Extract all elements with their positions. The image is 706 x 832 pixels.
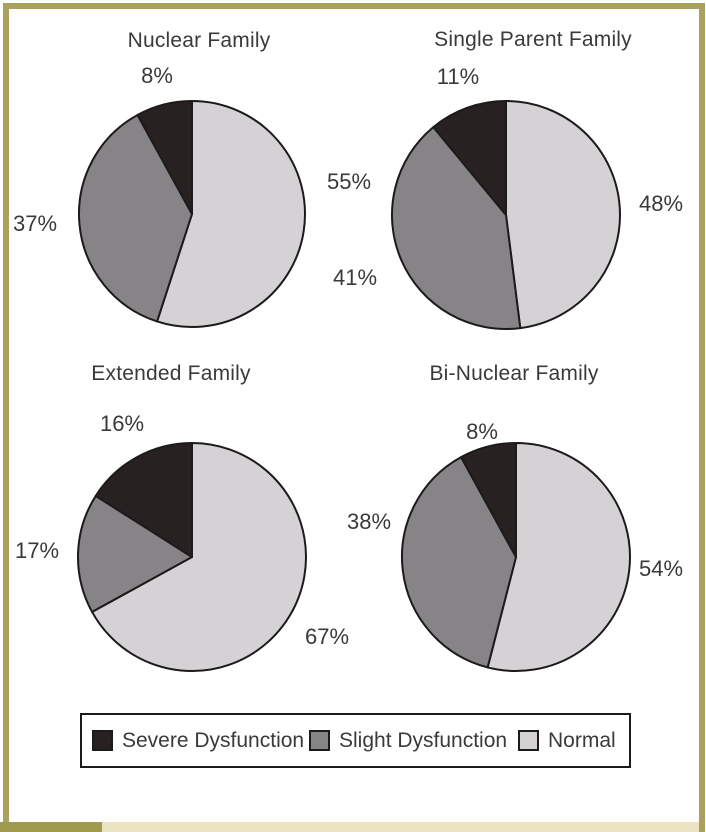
- frame-border-top: [3, 3, 704, 9]
- slice-label-severe: 8%: [466, 419, 498, 444]
- pie-graphic: [77, 442, 307, 672]
- frame-bottom-strip-cream: [102, 822, 699, 832]
- chart-title: Nuclear Family: [127, 29, 271, 52]
- slice-label-slight: 17%: [14, 538, 60, 563]
- frame-border-left: [3, 3, 9, 822]
- legend-item-severe: Severe Dysfunction: [92, 715, 304, 766]
- slice-label-normal: 55%: [326, 169, 372, 194]
- slice-label-severe: 16%: [99, 411, 145, 436]
- slice-label-normal: 48%: [638, 191, 684, 216]
- chart-title: Single Parent Family: [434, 28, 632, 51]
- legend-label-normal: Normal: [548, 728, 616, 752]
- pie-slice-severe-dysfunction: [94, 442, 193, 558]
- pie-slice-slight-dysfunction: [401, 456, 517, 669]
- slice-label-slight: 41%: [332, 265, 378, 290]
- legend-label-slight: Slight Dysfunction: [339, 728, 508, 752]
- chart-title: Extended Family: [91, 362, 251, 385]
- legend-item-slight: Slight Dysfunction: [309, 715, 507, 766]
- legend-label-severe: Severe Dysfunction: [122, 728, 305, 752]
- legend-swatch-severe: [92, 730, 113, 751]
- pie-graphic: [401, 442, 631, 672]
- frame-border-right: [699, 3, 705, 832]
- pie-slice-normal: [156, 100, 306, 328]
- chart-title: Bi-Nuclear Family: [429, 362, 599, 385]
- legend-swatch-slight: [309, 730, 330, 751]
- pie-slice-normal: [505, 100, 621, 330]
- slice-label-normal: 67%: [304, 624, 350, 649]
- slice-label-slight: 37%: [12, 211, 58, 236]
- slice-label-slight: 38%: [346, 509, 392, 534]
- pie-slice-slight-dysfunction: [77, 494, 193, 613]
- pie-slice-severe-dysfunction: [460, 442, 517, 558]
- pie-slice-severe-dysfunction: [432, 100, 507, 216]
- pie-slice-severe-dysfunction: [136, 100, 193, 215]
- pie-slice-normal: [486, 442, 631, 672]
- pie-graphic: [78, 100, 306, 328]
- frame-bottom-strip-dark: [0, 822, 102, 832]
- pie-graphic: [391, 100, 621, 330]
- legend-swatch-normal: [518, 730, 539, 751]
- legend-item-normal: Normal: [518, 715, 616, 766]
- slice-label-severe: 8%: [141, 63, 173, 88]
- legend: Severe Dysfunction Slight Dysfunction No…: [80, 713, 631, 768]
- pie-slice-normal: [91, 442, 307, 672]
- slice-label-normal: 54%: [638, 556, 684, 581]
- pie-slice-slight-dysfunction: [391, 126, 522, 330]
- slice-label-severe: 11%: [436, 64, 480, 89]
- pie-slice-slight-dysfunction: [78, 113, 193, 323]
